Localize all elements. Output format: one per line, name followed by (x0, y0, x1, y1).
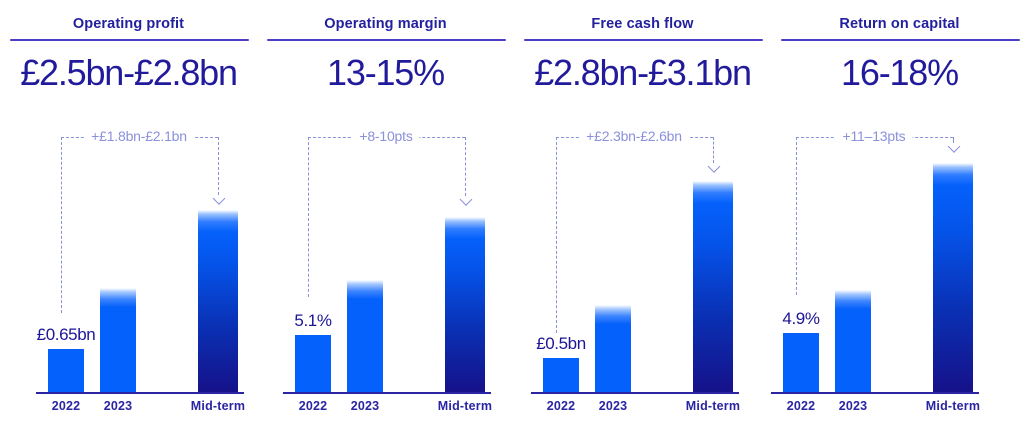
x-axis (531, 392, 739, 394)
annotation-dashed-drop-right (465, 137, 466, 196)
bar-chart: +8-10pts 5.1% 2022 2023 Mid-term (257, 0, 514, 425)
annotation-dashed-drop-right (953, 137, 954, 143)
x-tick-2023: 2023 (103, 399, 133, 413)
bar-chart: +£1.8bn-£2.1bn £0.65bn 2022 2023 Mid-ter… (10, 0, 267, 425)
x-tick-2023: 2023 (838, 399, 868, 413)
annotation-dashed-drop-right (218, 137, 219, 195)
annotation-dashed-drop-left (556, 137, 557, 333)
title-underline (10, 39, 249, 41)
x-axis (283, 392, 491, 394)
title-underline (524, 39, 763, 41)
x-tick-2022: 2022 (51, 399, 81, 413)
bar-value-2022: 5.1% (294, 311, 332, 330)
panel-operating-profit: Operating profit £2.5bn-£2.8bn +£1.8bn-£… (0, 0, 257, 425)
panel-title: Operating margin (324, 16, 447, 32)
annotation-dashed-drop-left (61, 137, 62, 313)
bar-chart: +£2.3bn-£2.6bn £0.5bn 2022 2023 Mid-term (505, 0, 762, 425)
bar-2022 (783, 333, 819, 393)
annotation-dashed-drop-left (796, 137, 797, 295)
panel-title: Operating profit (72, 16, 185, 32)
annotation-dashed-drop-right (713, 137, 714, 163)
panel-title: Return on capital (839, 16, 960, 32)
bar-2023 (835, 290, 871, 393)
panel-title: Free cash flow (591, 16, 694, 32)
x-tick-2022: 2022 (786, 399, 816, 413)
bar-mid-term (693, 181, 733, 393)
x-axis (771, 392, 979, 394)
down-arrow-icon (459, 193, 472, 206)
delta-annotation: +11–13pts (835, 128, 913, 144)
x-tick-2022: 2022 (546, 399, 576, 413)
bar-mid-term (198, 210, 238, 393)
bar-chart: +11–13pts 4.9% 2022 2023 Mid-term (745, 0, 1002, 425)
down-arrow-icon (212, 192, 225, 205)
bar-2022 (295, 335, 331, 393)
bar-2023 (595, 305, 631, 393)
down-arrow-icon (707, 160, 720, 173)
x-tick-mid-term: Mid-term (437, 399, 493, 413)
x-tick-mid-term: Mid-term (685, 399, 741, 413)
title-underline (781, 39, 1020, 41)
target-headline: 16-18% (841, 52, 959, 93)
panel-operating-margin: Operating margin 13-15% +8-10pts 5.1% 20… (257, 0, 514, 425)
delta-annotation: +£2.3bn-£2.6bn (579, 128, 689, 144)
bar-2022 (543, 358, 579, 393)
down-arrow-icon (947, 140, 960, 153)
bar-2022 (48, 349, 84, 393)
bar-2023 (100, 288, 136, 393)
x-tick-2023: 2023 (350, 399, 380, 413)
x-tick-2022: 2022 (298, 399, 328, 413)
x-tick-mid-term: Mid-term (925, 399, 981, 413)
title-underline (267, 39, 506, 41)
target-headline: 13-15% (327, 52, 445, 93)
target-headline: £2.5bn-£2.8bn (20, 52, 238, 93)
annotation-dashed-drop-left (308, 137, 309, 297)
x-axis (36, 392, 244, 394)
panel-return-on-capital: Return on capital 16-18% +11–13pts 4.9% … (771, 0, 1028, 425)
delta-annotation: +£1.8bn-£2.1bn (84, 128, 194, 144)
x-tick-mid-term: Mid-term (190, 399, 246, 413)
bar-mid-term (445, 217, 485, 393)
panel-free-cash-flow: Free cash flow £2.8bn-£3.1bn +£2.3bn-£2.… (514, 0, 771, 425)
x-tick-2023: 2023 (598, 399, 628, 413)
bar-value-2022: £0.65bn (36, 325, 96, 344)
bar-mid-term (933, 163, 973, 393)
bar-value-2022: £0.5bn (536, 334, 586, 353)
bar-value-2022: 4.9% (782, 309, 820, 328)
bar-2023 (347, 280, 383, 393)
target-headline: £2.8bn-£3.1bn (534, 52, 752, 93)
delta-annotation: +8-10pts (352, 128, 420, 144)
